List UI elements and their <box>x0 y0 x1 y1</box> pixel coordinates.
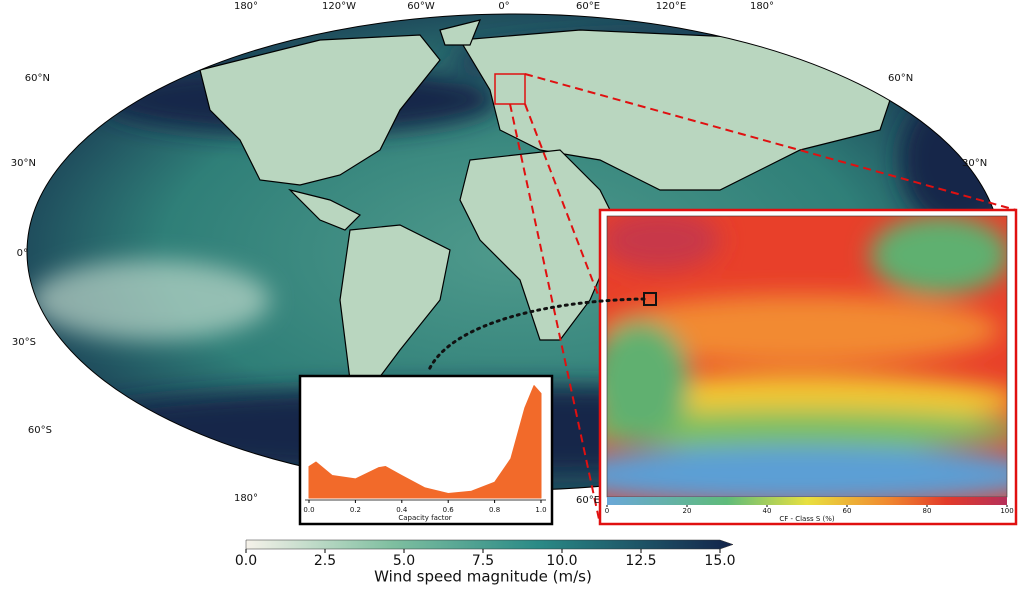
cf-labels: 0 20 40 60 80 100 CF - Class S (%) <box>605 505 1014 523</box>
x-tick-label: 0.4 <box>396 506 408 514</box>
lon-label: 120°E <box>656 1 686 12</box>
cf-tick-label: 80 <box>923 507 932 515</box>
x-tick-label: 0.8 <box>489 506 500 514</box>
lon-label: 180° <box>234 493 258 504</box>
lon-label: 60°E <box>576 1 600 12</box>
cf-inset <box>598 208 1018 526</box>
cf-colorbar-label: CF - Class S (%) <box>779 515 835 523</box>
colorbar-tick-label: 10.0 <box>546 553 577 569</box>
lon-label: 120°W <box>322 1 356 12</box>
cf-colorbar <box>607 497 1007 505</box>
map-labels: 180° 120°W 60°W 0° 60°E 120°E 180° 60°N 30°N 0° 30… <box>11 1 987 506</box>
lat-label: 30°S <box>12 337 36 348</box>
cf-tick-label: 100 <box>1000 507 1013 515</box>
lat-label: 30°N <box>962 158 987 169</box>
inset-frame <box>298 374 554 526</box>
density-inset: 0.0 0.2 0.4 0.6 0.8 1.0 Capacity factor <box>298 374 554 526</box>
colorbar: 0.0 2.5 5.0 7.5 10.0 12.5 15.0 Wind speed magn… <box>235 539 736 586</box>
cf-tick-label: 0 <box>605 507 609 515</box>
lat-label: 30°N <box>11 158 36 169</box>
zoom-line <box>509 103 601 525</box>
link-dots <box>426 297 646 374</box>
colorbar-tick-label: 12.5 <box>625 553 656 569</box>
cf-tick-label: 40 <box>763 507 772 515</box>
lon-label: 180° <box>234 1 258 12</box>
lon-label: 60°E <box>576 495 600 506</box>
colorbar-tick-label: 7.5 <box>472 553 494 569</box>
zoom-line <box>524 103 601 301</box>
x-axis-label: Capacity factor <box>398 514 451 522</box>
lat-label: 60°N <box>25 73 50 84</box>
x-tick-label: 0.6 <box>443 506 455 514</box>
lon-label: 180° <box>750 1 774 12</box>
colorbar-label: Wind speed magnitude (m/s) <box>374 568 592 586</box>
lat-label: 0° <box>17 248 28 259</box>
lat-label: 60°N <box>888 73 913 84</box>
colorbar-tick-label: 15.0 <box>704 553 735 569</box>
x-tick-label: 0.2 <box>350 506 361 514</box>
colorbar-tick-label: 0.0 <box>235 553 257 569</box>
colorbar-tick-label: 2.5 <box>314 553 336 569</box>
zoom-line <box>524 73 1017 211</box>
cf-tick-label: 20 <box>683 507 692 515</box>
cf-tick-label: 60 <box>843 507 852 515</box>
lon-label: 0° <box>498 1 509 12</box>
x-tick-label: 0.0 <box>303 506 314 514</box>
cf-heatmap <box>607 216 1007 497</box>
density-area <box>308 385 542 499</box>
lat-label: 60°S <box>28 425 52 436</box>
lon-label: 60°W <box>407 1 435 12</box>
colorbar-tick-label: 5.0 <box>393 553 415 569</box>
x-tick-label: 1.0 <box>535 506 546 514</box>
colorbar-bar <box>245 539 734 550</box>
